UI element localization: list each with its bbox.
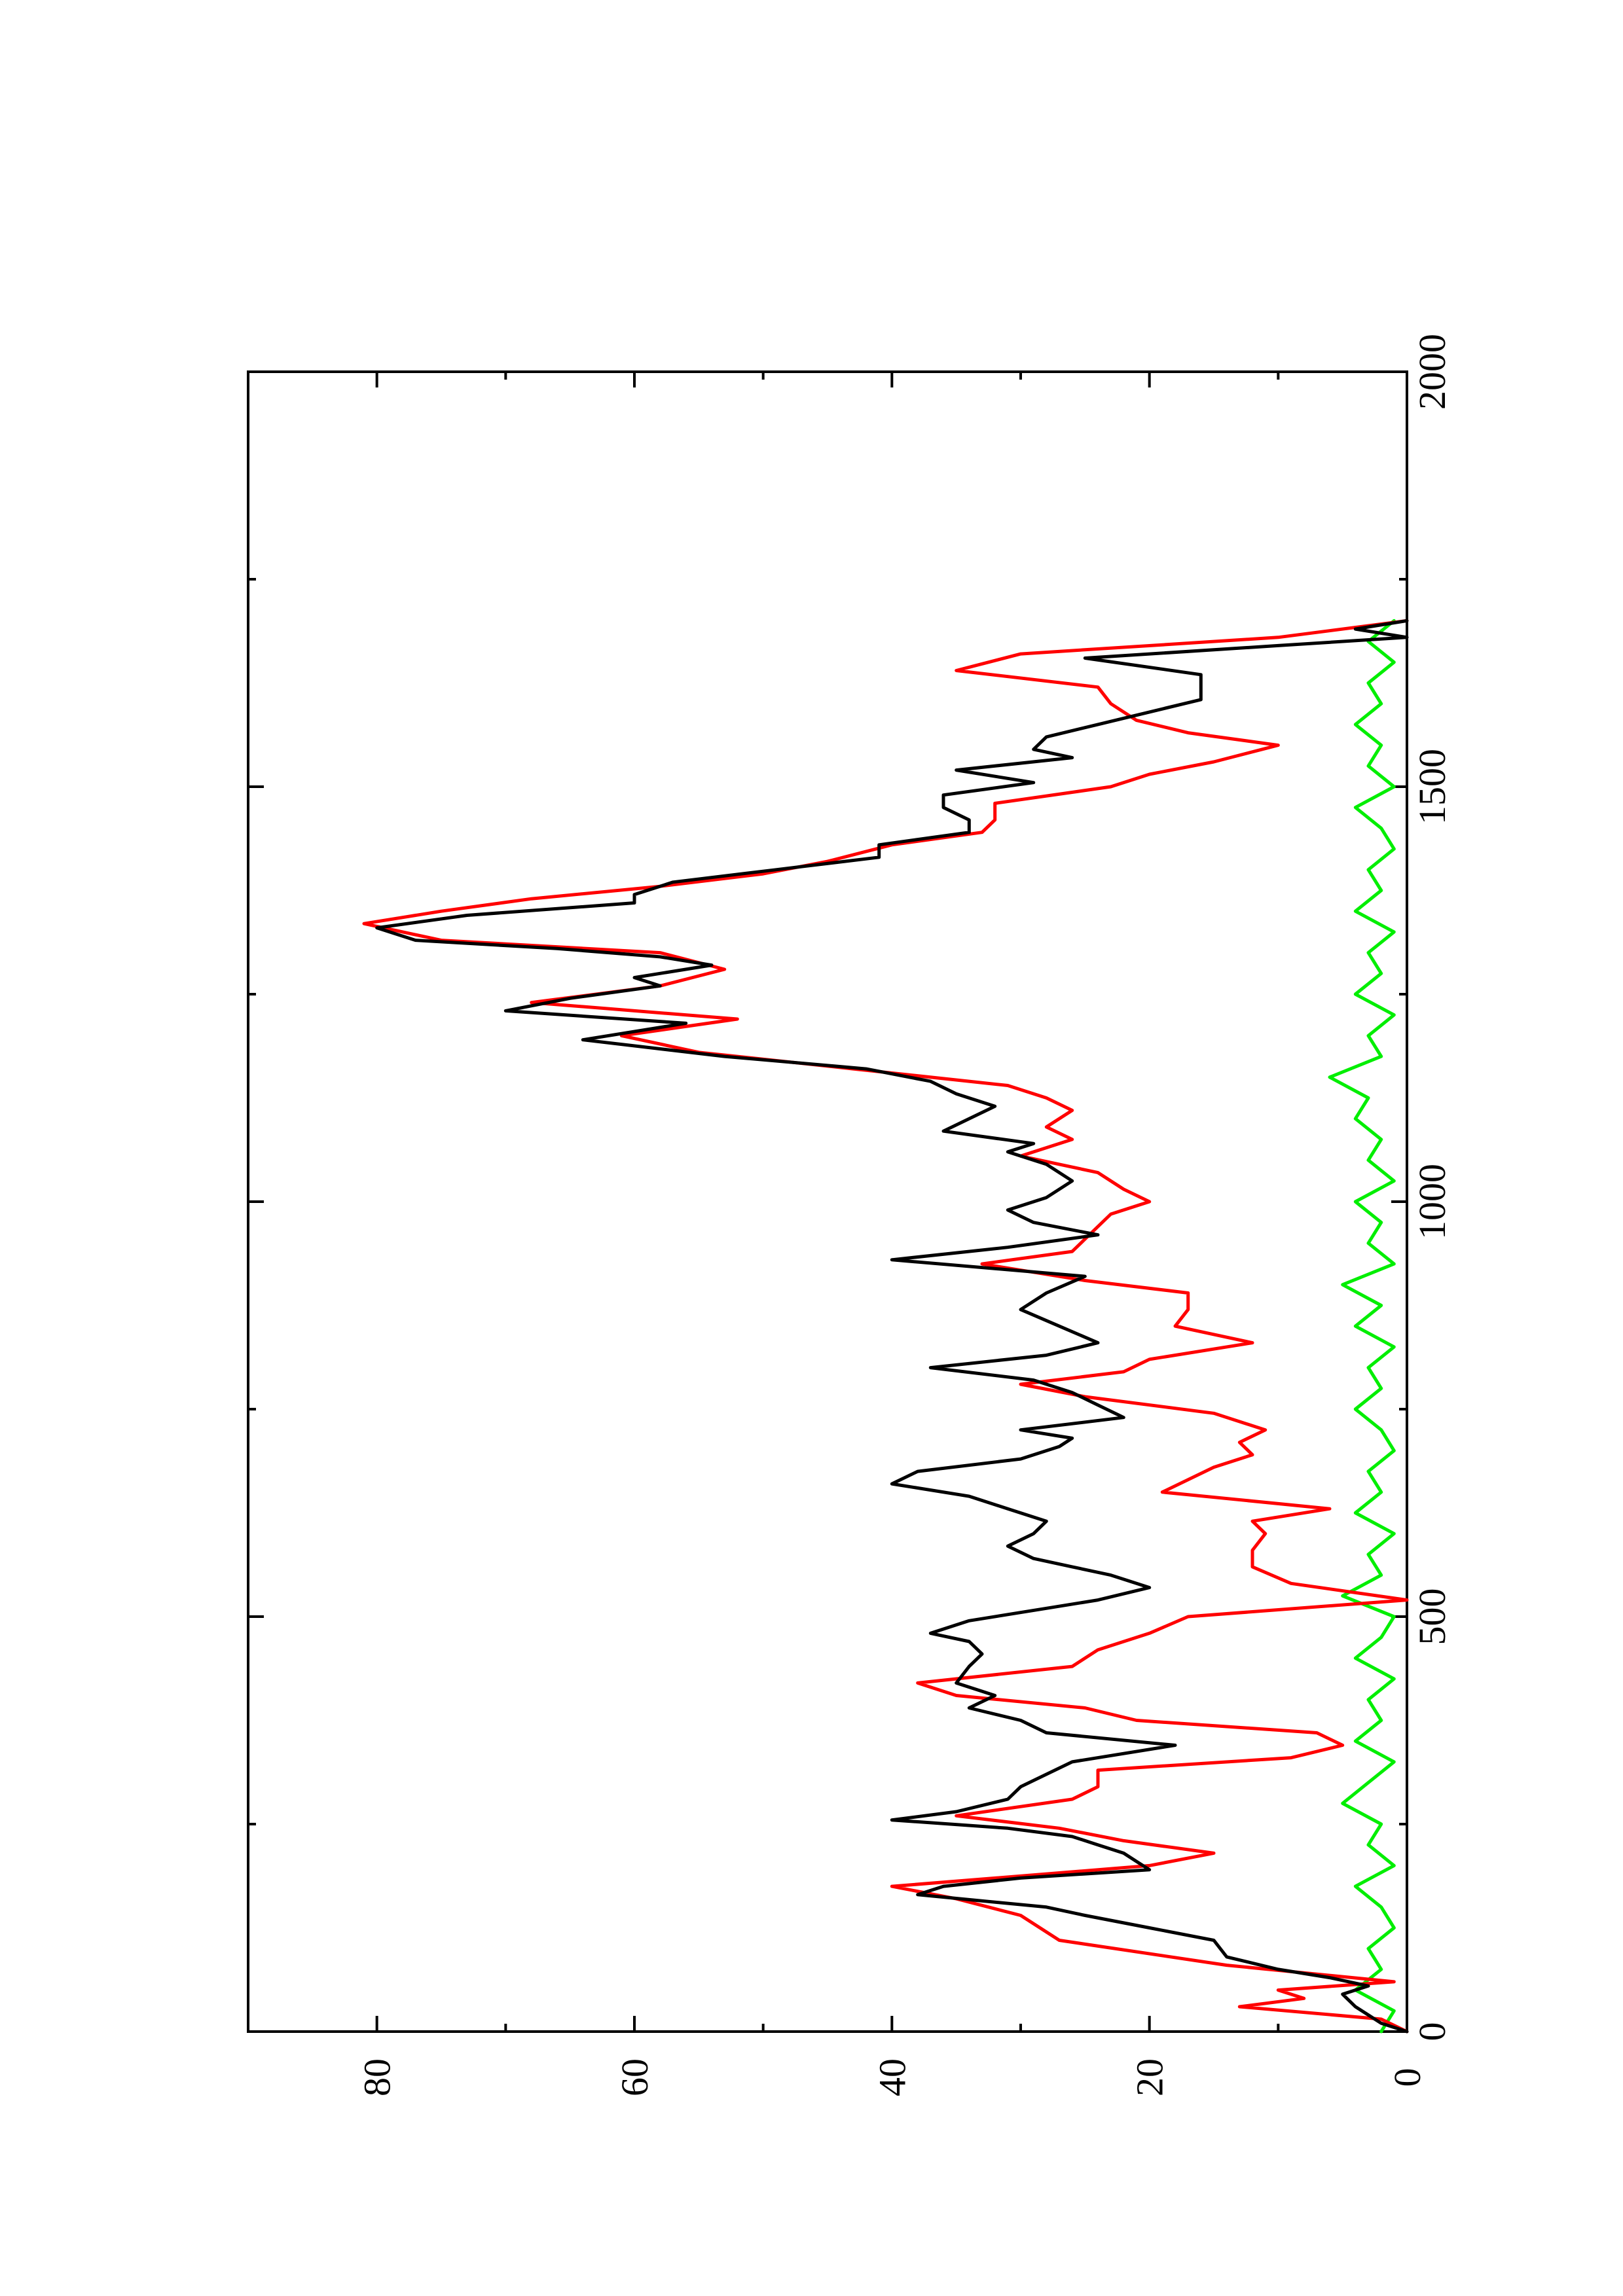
x-tick-label: 0 (1411, 2022, 1453, 2041)
axis-ticks (248, 370, 1408, 2033)
series-line-2 (1328, 619, 1396, 2034)
tick-labels: 0 500 1000 1500 2000 0 20 40 60 80 (356, 334, 1453, 2096)
series-line-0 (375, 619, 1409, 2034)
x-tick-label: 1000 (1411, 1164, 1453, 1240)
y-tick-label: 40 (871, 2058, 913, 2096)
y-tick-label: 60 (613, 2058, 656, 2096)
x-tick-label: 500 (1411, 1588, 1453, 1645)
x-tick-label: 1500 (1411, 749, 1453, 825)
y-tick-label: 0 (1386, 2068, 1429, 2087)
series-lines (362, 619, 1409, 2034)
plot-frame (247, 370, 1408, 2033)
y-tick-label: 20 (1129, 2058, 1171, 2096)
series-line-1 (362, 619, 1409, 2034)
x-tick-label: 2000 (1411, 334, 1453, 410)
y-tick-label: 80 (356, 2058, 399, 2096)
